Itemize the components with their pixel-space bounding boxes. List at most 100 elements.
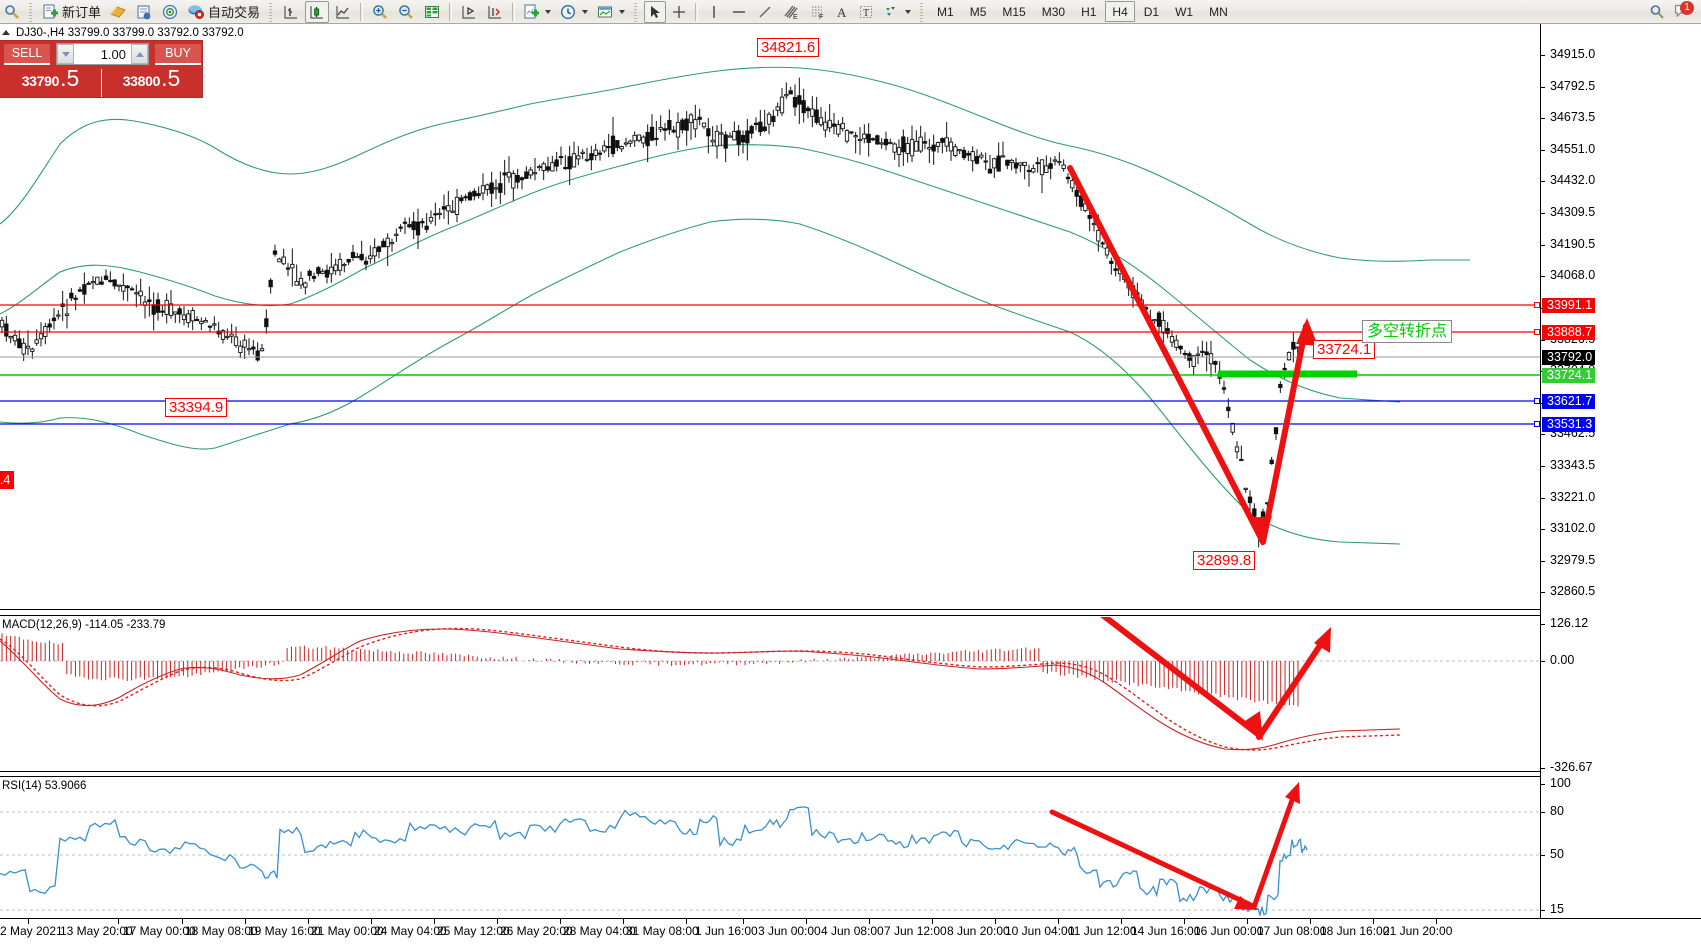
price-level-badge-33531-3[interactable]: 33531.3 (1542, 417, 1596, 432)
line-chart-icon[interactable] (331, 1, 355, 23)
level-drag-handle[interactable] (1534, 398, 1540, 404)
periods-icon[interactable] (556, 1, 580, 23)
indicators-icon[interactable] (520, 1, 543, 23)
vertical-line-icon[interactable] (703, 1, 725, 23)
toolbar-grip-4[interactable] (919, 1, 927, 22)
search-icon-right[interactable] (1646, 1, 1668, 23)
equidistant-channel-icon[interactable]: E (779, 1, 803, 23)
shapes-dropdown-caret[interactable] (905, 9, 912, 14)
shapes-icon[interactable] (879, 1, 903, 23)
timeframe-m15[interactable]: M15 (1002, 4, 1026, 19)
candle-bearish (467, 192, 473, 201)
candle-bullish (992, 158, 997, 169)
timeframe-m5[interactable]: M5 (969, 4, 987, 19)
periods-dropdown-caret[interactable] (582, 9, 589, 14)
timeframe-mn[interactable]: MN (1209, 4, 1228, 19)
templates-icon[interactable] (593, 1, 617, 23)
crosshair-icon[interactable] (668, 1, 690, 23)
candle-bullish (1104, 247, 1110, 256)
text-label-icon[interactable]: A (831, 1, 853, 23)
candle-bullish (836, 124, 841, 135)
notifications-icon[interactable]: 1 (1670, 0, 1694, 23)
price-level-badge-33724-1[interactable]: 33724.1 (1542, 368, 1596, 383)
level-drag-handle[interactable] (1534, 421, 1540, 427)
candle-bearish (684, 118, 689, 131)
level-drag-handle[interactable] (1534, 302, 1540, 308)
horizontal-line-icon[interactable] (727, 1, 751, 23)
templates-dropdown-caret[interactable] (619, 9, 626, 14)
candle-bullish (593, 149, 598, 156)
bar-chart-icon[interactable] (279, 1, 303, 23)
toolbar-grip[interactable] (28, 1, 35, 22)
time-axis-label: 19 May 16:00 (248, 924, 321, 938)
candle-bearish (177, 308, 182, 315)
cursor-icon[interactable] (644, 0, 667, 23)
timeframe-w1[interactable]: W1 (1175, 4, 1194, 19)
timeframe-h4[interactable]: H4 (1105, 1, 1135, 22)
annotation-34821[interactable]: 34821.6 (757, 38, 820, 57)
price-scale[interactable]: 34915.0 34792.5 34673.5 34551.0 34432.0 34309… (1534, 24, 1701, 944)
candle-bullish (173, 311, 178, 315)
toolbar-grip-2[interactable] (268, 1, 276, 22)
buy-price[interactable]: 33800 .5 (101, 67, 202, 97)
new-order-button[interactable]: 新订单 (39, 1, 104, 23)
annotation-33724[interactable]: 33724.1 (1313, 340, 1376, 359)
price-level-badge-33888-7[interactable]: 33888.7 (1542, 325, 1596, 340)
annotation-33394[interactable]: 33394.9 (165, 398, 228, 417)
toolbar-grip-3[interactable] (633, 1, 641, 22)
volume-value[interactable]: 1.00 (100, 46, 126, 62)
chart-workspace[interactable]: 34821.6 33394.9 33724.1 32899.8 多空转折点 09… (0, 24, 1701, 944)
candle-bullish (1052, 159, 1058, 162)
candle-bearish (1005, 159, 1010, 166)
annotation-32899[interactable]: 32899.8 (1193, 551, 1256, 570)
annotation-left-edge[interactable]: 09.4 (0, 471, 15, 489)
history-icon[interactable] (106, 1, 130, 23)
sell-price[interactable]: 33790 .5 (0, 67, 101, 97)
price-tick-mark (1541, 276, 1545, 277)
price-tick-label: 32979.5 (1550, 553, 1596, 567)
red-downtrend-arrow (1067, 165, 1265, 543)
signals-icon[interactable] (158, 1, 182, 23)
volume-increase-button[interactable] (131, 44, 148, 64)
volume-input[interactable]: 1.00 (56, 43, 149, 65)
news-icon[interactable] (132, 1, 156, 23)
rsi-pane[interactable] (0, 779, 1540, 942)
price-level-badge-33621-7[interactable]: 33621.7 (1542, 394, 1596, 409)
timeframe-d1[interactable]: D1 (1143, 4, 1160, 19)
auto-scroll-icon[interactable] (483, 1, 507, 23)
candle-bullish (25, 345, 31, 349)
search-icon[interactable] (1, 1, 23, 23)
price-pane[interactable]: 34821.6 33394.9 33724.1 32899.8 多空转折点 09… (0, 24, 1540, 583)
candle-bearish (697, 116, 702, 120)
level-drag-handle[interactable] (1534, 329, 1540, 335)
candle-bullish (888, 141, 893, 145)
one-click-trading-panel[interactable]: SELL 1.00 BUY 33790 .5 33800 .5 (0, 41, 202, 97)
indicators-dropdown-caret[interactable] (545, 9, 552, 14)
price-tick-mark (1541, 529, 1545, 530)
timeframe-m1[interactable]: M1 (937, 4, 954, 19)
fibonacci-icon[interactable]: F (805, 1, 829, 23)
price-level-badge-33991-1[interactable]: 33991.1 (1542, 298, 1596, 313)
trendline-icon[interactable] (753, 1, 777, 23)
timeframe-h1[interactable]: H1 (1081, 4, 1097, 19)
expand-icon[interactable] (2, 30, 10, 35)
data-window-icon[interactable] (420, 1, 444, 23)
autotrading-button[interactable]: 自动交易 (184, 1, 263, 23)
volume-decrease-button[interactable] (57, 44, 74, 64)
time-axis[interactable]: 2 May 2021 13 May 20:00 17 May 00:00 18 May… (0, 918, 1701, 944)
candle-bearish (706, 128, 711, 137)
zoom-in-icon[interactable] (368, 1, 392, 23)
buy-button[interactable]: BUY (155, 43, 201, 65)
macd-pane[interactable] (0, 617, 1540, 775)
macd-title: MACD(12,26,9) -114.05 -233.79 (2, 619, 166, 631)
text-box-icon[interactable]: T (855, 1, 877, 23)
candle-bearish (1026, 169, 1032, 173)
time-axis-label: 2 May 2021 (0, 924, 63, 938)
price-level-badge-33792-0[interactable]: 33792.0 (1542, 350, 1596, 365)
candlestick-chart-icon[interactable] (305, 0, 330, 23)
zoom-out-icon[interactable] (394, 1, 418, 23)
sell-button[interactable]: SELL (4, 43, 50, 65)
chart-shift-icon[interactable] (457, 1, 481, 23)
timeframe-m30[interactable]: M30 (1041, 4, 1066, 19)
annotation-reversal-point[interactable]: 多空转折点 (1362, 320, 1453, 343)
